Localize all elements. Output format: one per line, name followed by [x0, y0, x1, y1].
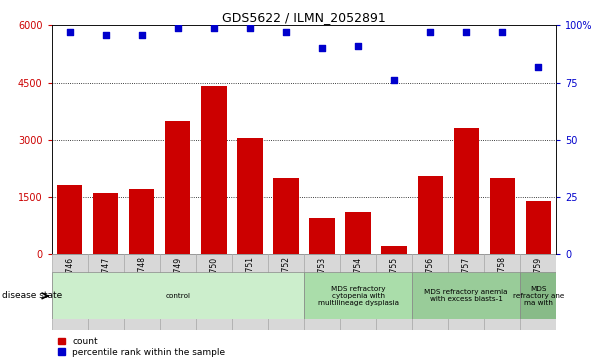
FancyBboxPatch shape — [124, 254, 160, 330]
Point — [173, 25, 183, 30]
Point — [533, 64, 543, 69]
Bar — [93, 193, 119, 254]
FancyBboxPatch shape — [412, 254, 448, 330]
FancyBboxPatch shape — [304, 272, 412, 319]
FancyBboxPatch shape — [232, 254, 268, 330]
FancyBboxPatch shape — [340, 254, 376, 330]
Bar — [418, 176, 443, 254]
Point — [209, 25, 219, 30]
FancyBboxPatch shape — [304, 254, 340, 330]
Text: GSM1515755: GSM1515755 — [390, 256, 399, 307]
Point — [497, 29, 507, 35]
Point — [281, 29, 291, 35]
Text: control: control — [165, 293, 190, 299]
FancyBboxPatch shape — [160, 254, 196, 330]
Text: MDS refractory anemia
with excess blasts-1: MDS refractory anemia with excess blasts… — [424, 289, 508, 302]
FancyBboxPatch shape — [52, 272, 304, 319]
Legend: count, percentile rank within the sample: count, percentile rank within the sample — [56, 335, 227, 359]
Bar — [129, 189, 154, 254]
Text: disease state: disease state — [2, 291, 62, 300]
Point — [65, 29, 75, 35]
Bar — [489, 178, 515, 254]
Point — [245, 25, 255, 30]
Text: GSM1515754: GSM1515754 — [354, 256, 362, 307]
Text: GSM1515746: GSM1515746 — [65, 256, 74, 307]
Bar — [57, 185, 82, 254]
Point — [389, 77, 399, 83]
Bar — [309, 218, 334, 254]
FancyBboxPatch shape — [52, 254, 88, 330]
Point — [353, 43, 363, 49]
Bar — [274, 178, 299, 254]
Text: GSM1515748: GSM1515748 — [137, 256, 147, 307]
FancyBboxPatch shape — [376, 254, 412, 330]
Point — [426, 29, 435, 35]
Bar — [165, 121, 190, 254]
Text: GSM1515750: GSM1515750 — [209, 256, 218, 307]
FancyBboxPatch shape — [484, 254, 520, 330]
Text: GSM1515758: GSM1515758 — [498, 256, 506, 307]
FancyBboxPatch shape — [196, 254, 232, 330]
FancyBboxPatch shape — [520, 254, 556, 330]
Bar — [237, 138, 263, 254]
Bar — [201, 86, 227, 254]
FancyBboxPatch shape — [448, 254, 484, 330]
Point — [101, 32, 111, 37]
Bar — [454, 128, 479, 254]
Text: GSM1515757: GSM1515757 — [461, 256, 471, 307]
Text: GSM1515759: GSM1515759 — [534, 256, 543, 307]
FancyBboxPatch shape — [520, 272, 556, 319]
Bar — [526, 201, 551, 254]
Text: MDS
refractory ane
ma with: MDS refractory ane ma with — [513, 286, 564, 306]
FancyBboxPatch shape — [412, 272, 520, 319]
Text: GSM1515756: GSM1515756 — [426, 256, 435, 307]
FancyBboxPatch shape — [88, 254, 124, 330]
Point — [317, 45, 327, 51]
Text: MDS refractory
cytopenia with
multilineage dysplasia: MDS refractory cytopenia with multilinea… — [317, 286, 399, 306]
Text: GSM1515749: GSM1515749 — [173, 256, 182, 307]
FancyBboxPatch shape — [268, 254, 304, 330]
Point — [137, 32, 147, 37]
Bar — [345, 212, 371, 254]
Text: GSM1515751: GSM1515751 — [246, 256, 254, 307]
Point — [461, 29, 471, 35]
Text: GSM1515747: GSM1515747 — [102, 256, 110, 307]
Bar — [381, 246, 407, 254]
Text: GSM1515753: GSM1515753 — [317, 256, 326, 307]
Text: GSM1515752: GSM1515752 — [282, 256, 291, 307]
Title: GDS5622 / ILMN_2052891: GDS5622 / ILMN_2052891 — [222, 11, 386, 24]
